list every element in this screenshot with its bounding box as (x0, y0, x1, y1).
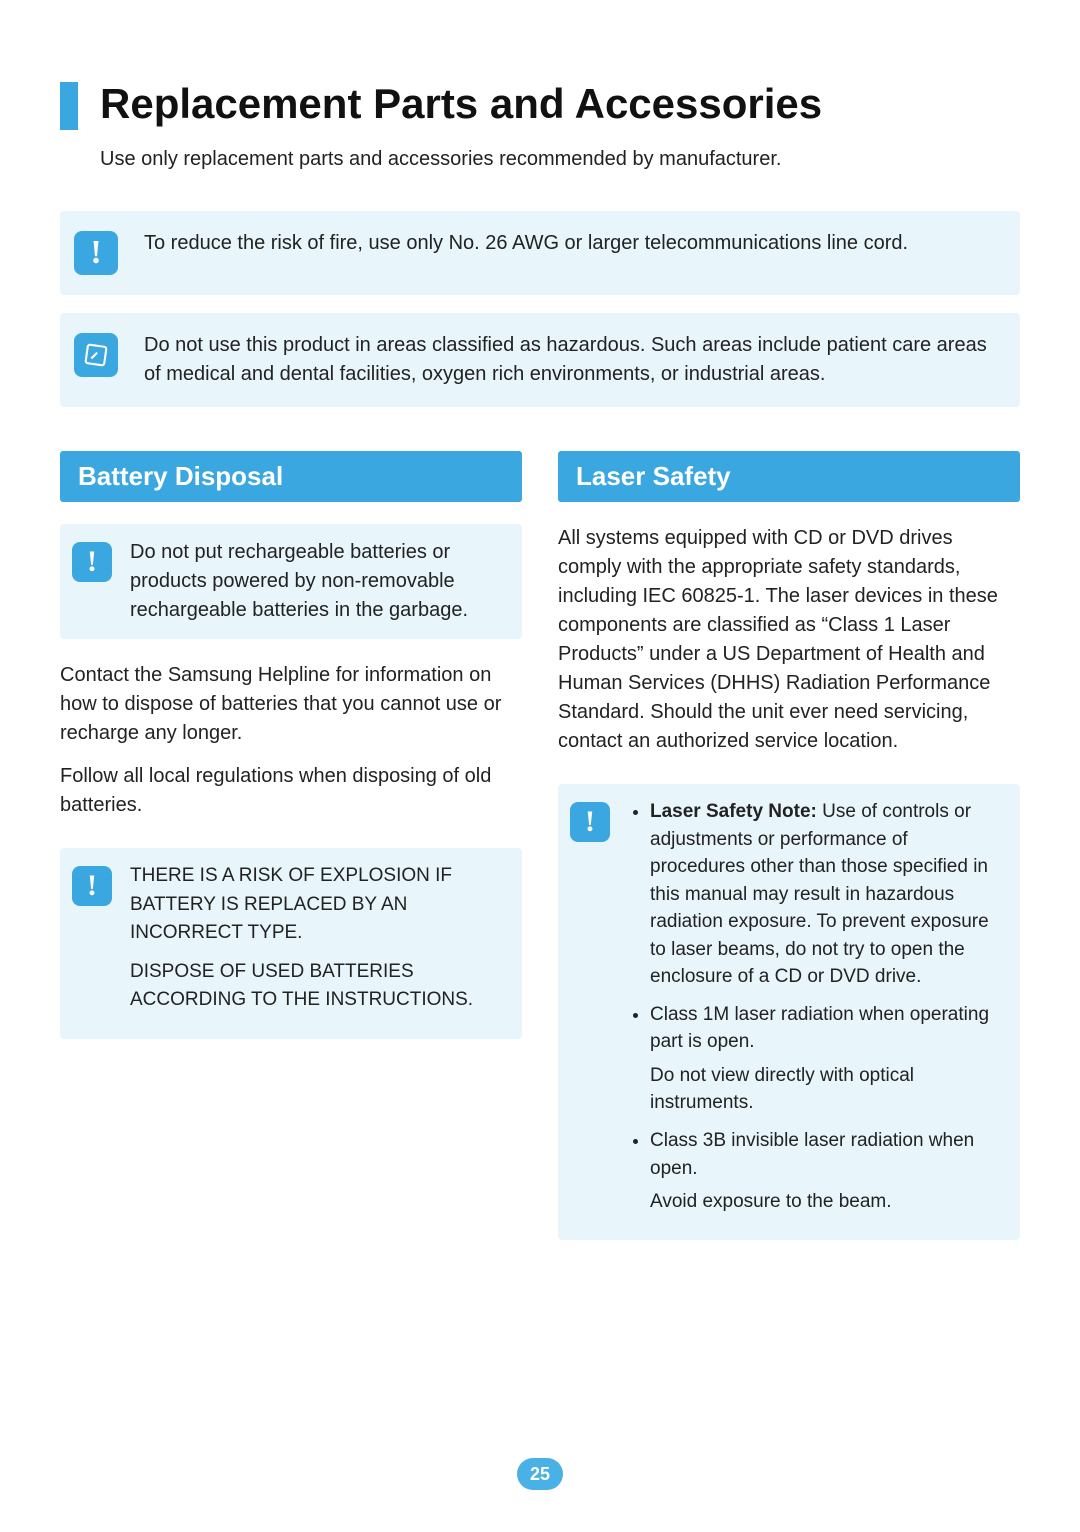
list-item: Laser Safety Note: Use of controls or ad… (650, 798, 1004, 991)
callout-text: To reduce the risk of fire, use only No.… (144, 229, 908, 258)
callout-text: THERE IS A RISK OF EXPLOSION IF BATTERY … (130, 862, 506, 1025)
exclamation-icon: ! (68, 862, 116, 910)
note-icon (72, 331, 120, 379)
exclamation-icon: ! (68, 538, 116, 586)
list-item: Class 1M laser radiation when operating … (650, 1001, 1004, 1117)
bullet-sub: Do not view directly with optical instru… (650, 1062, 1004, 1117)
warning-callout-fire: ! To reduce the risk of fire, use only N… (60, 211, 1020, 295)
intro-text: Use only replacement parts and accessori… (100, 148, 1020, 171)
laser-note-body: Use of controls or adjustments or perfor… (650, 801, 989, 987)
laser-safety-section: Laser Safety All systems equipped with C… (558, 451, 1020, 1262)
bullet-main: Class 1M laser radiation when operating … (650, 1004, 989, 1053)
list-item: Class 3B invisible laser radiation when … (650, 1127, 1004, 1216)
exclamation-icon: ! (566, 798, 614, 846)
warning-callout-laser: ! Laser Safety Note: Use of controls or … (558, 784, 1020, 1240)
caps-line: THERE IS A RISK OF EXPLOSION IF BATTERY … (130, 862, 506, 948)
page-title: Replacement Parts and Accessories (100, 80, 822, 128)
paragraph: All systems equipped with CD or DVD driv… (558, 524, 1020, 756)
note-callout-hazardous: Do not use this product in areas classif… (60, 313, 1020, 407)
laser-bullet-list: Laser Safety Note: Use of controls or ad… (628, 798, 1004, 1216)
two-column-layout: Battery Disposal ! Do not put rechargeab… (60, 451, 1020, 1262)
warning-callout-explosion: ! THERE IS A RISK OF EXPLOSION IF BATTER… (60, 848, 522, 1039)
bullet-sub: Avoid exposure to the beam. (650, 1188, 1004, 1216)
callout-text: Do not put rechargeable batteries or pro… (130, 538, 506, 625)
section-heading: Battery Disposal (60, 451, 522, 502)
paragraph: Contact the Samsung Helpline for informa… (60, 661, 522, 748)
page-title-row: Replacement Parts and Accessories (60, 80, 1020, 130)
title-accent-bar (60, 82, 78, 130)
laser-note-title: Laser Safety Note: (650, 801, 817, 822)
page-number-badge: 25 (517, 1458, 563, 1490)
callout-text: Do not use this product in areas classif… (144, 331, 996, 389)
section-heading: Laser Safety (558, 451, 1020, 502)
warning-callout-battery-garbage: ! Do not put rechargeable batteries or p… (60, 524, 522, 639)
exclamation-icon: ! (72, 229, 120, 277)
battery-disposal-section: Battery Disposal ! Do not put rechargeab… (60, 451, 522, 1262)
callout-body: Laser Safety Note: Use of controls or ad… (628, 798, 1004, 1226)
paragraph: Follow all local regulations when dispos… (60, 762, 522, 820)
bullet-main: Class 3B invisible laser radiation when … (650, 1130, 974, 1179)
caps-line: DISPOSE OF USED BATTERIES ACCORDING TO T… (130, 958, 506, 1015)
